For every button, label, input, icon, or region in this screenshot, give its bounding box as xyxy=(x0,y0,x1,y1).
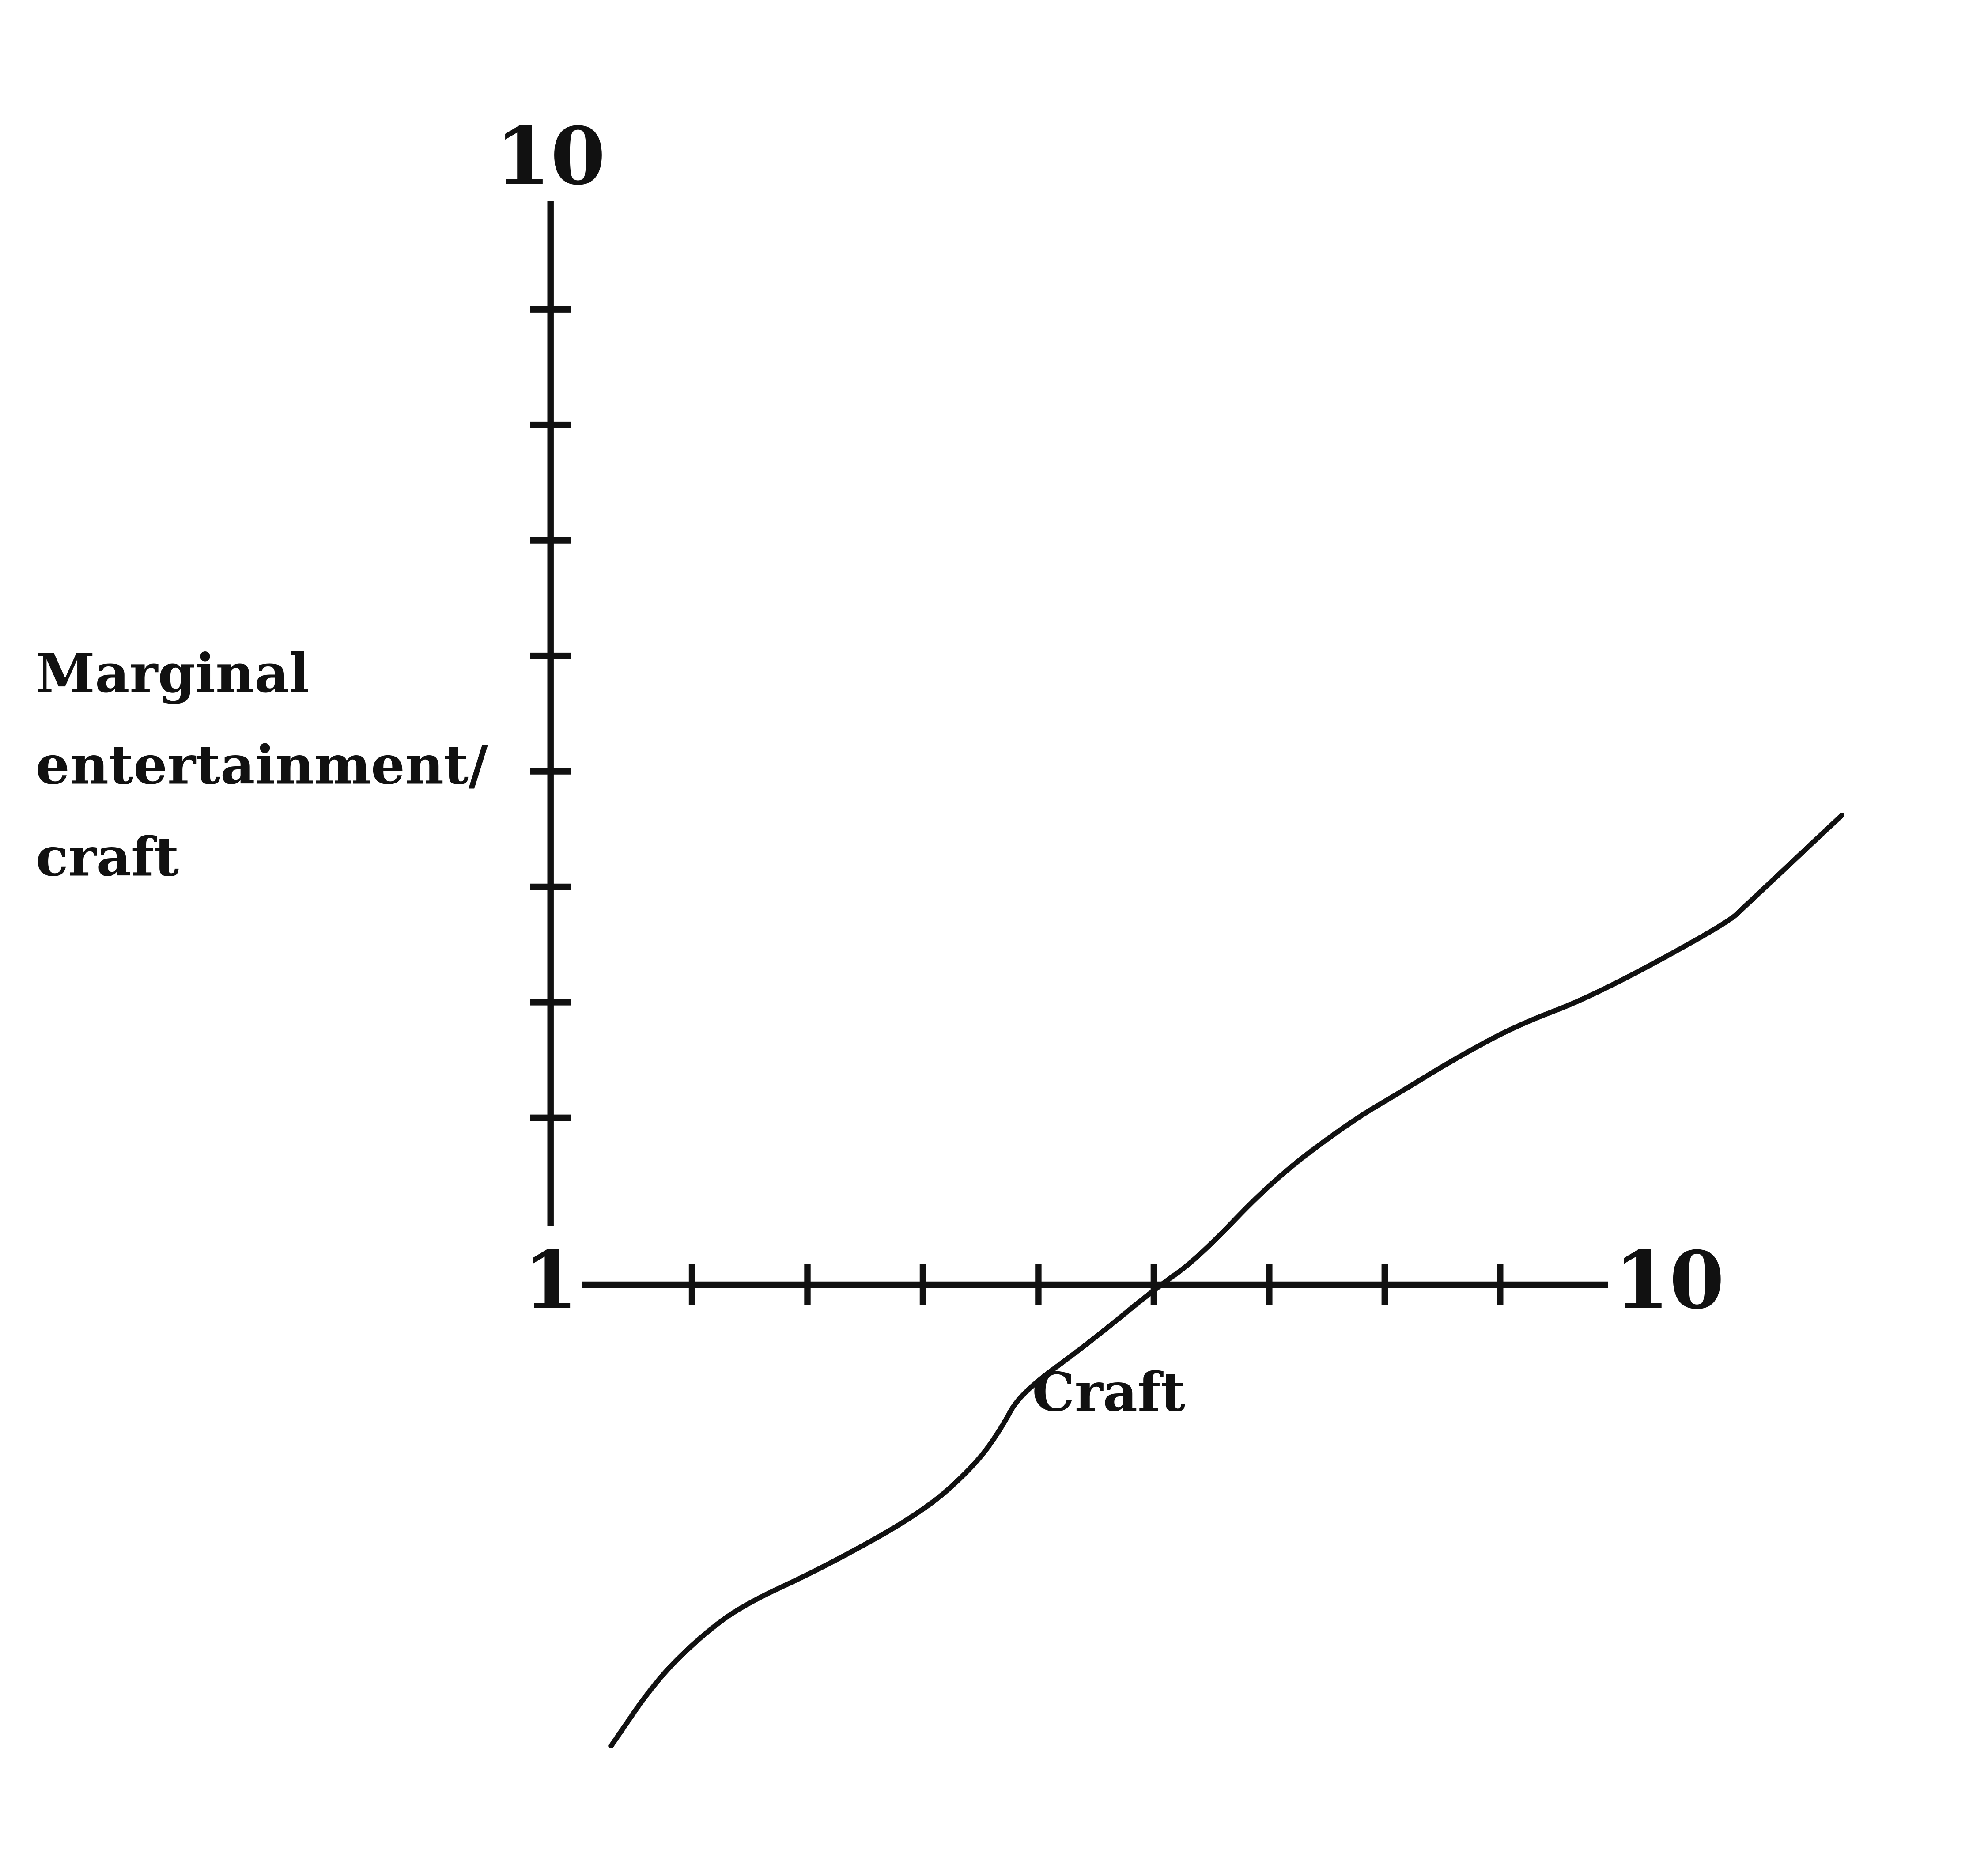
origin-label: 1 xyxy=(523,1234,578,1327)
y-max-label: 10 xyxy=(495,110,605,203)
x-max-label: 10 xyxy=(1614,1234,1724,1327)
y-axis-label: Marginal xyxy=(36,642,310,705)
y-axis-label: entertainment/ xyxy=(36,734,488,797)
y-axis-label: craft xyxy=(36,825,179,888)
x-axis-label: Craft xyxy=(1032,1360,1185,1423)
curve xyxy=(608,813,1844,1748)
